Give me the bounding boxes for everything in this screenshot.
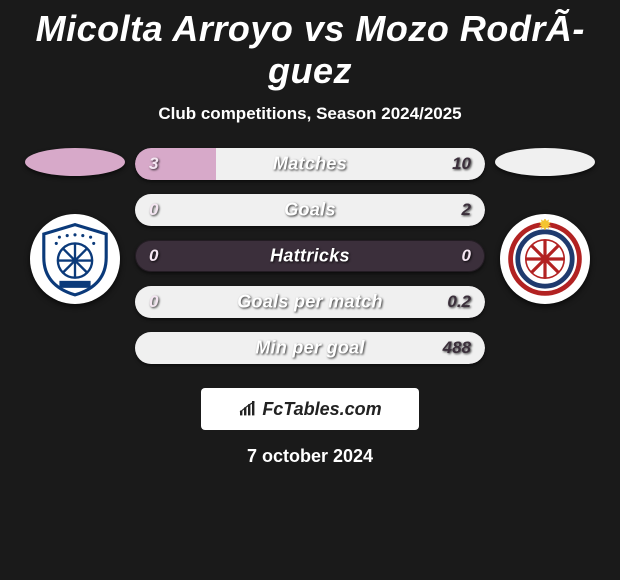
stat-label: Goals (135, 200, 485, 221)
right-column (485, 142, 605, 304)
page-title: Micolta Arroyo vs Mozo RodrÃ­guez (10, 8, 610, 92)
stat-row: Goals0 2 (135, 194, 485, 226)
stats-column: Matches310Goals02Hattricks00Goals per ma… (135, 142, 485, 364)
brand-badge[interactable]: FcTables.com (201, 388, 419, 430)
stat-label: Min per goal (135, 338, 485, 359)
page-subtitle: Club competitions, Season 2024/2025 (158, 104, 461, 124)
stat-value-left: 0 (149, 246, 158, 266)
stat-label: Goals per match (135, 292, 485, 313)
bar-chart-icon (238, 401, 258, 417)
stat-value-left: 0 (149, 292, 158, 312)
stat-value-right: 2 (462, 200, 471, 220)
stat-value-right: 488 (443, 338, 471, 358)
stat-value-right: 10 (452, 154, 471, 174)
stat-label: Matches (135, 154, 485, 175)
root-container: Micolta Arroyo vs Mozo RodrÃ­guez Club c… (0, 0, 620, 467)
club-crest-right-icon (505, 219, 585, 299)
stat-value-right: 0.2 (447, 292, 471, 312)
stat-value-left: 0 (149, 200, 158, 220)
stat-row: Hattricks0 0 (135, 240, 485, 272)
date-label: 7 october 2024 (247, 446, 373, 467)
club-badge-right (500, 214, 590, 304)
main-row: Matches310Goals02Hattricks00Goals per ma… (10, 142, 610, 364)
club-badge-left (30, 214, 120, 304)
club-crest-left-icon (36, 220, 114, 298)
stat-label: Hattricks (135, 246, 485, 267)
left-column (15, 142, 135, 304)
stat-row: Min per goal488 (135, 332, 485, 364)
player-ellipse-left (25, 148, 125, 176)
brand-label: FcTables.com (262, 399, 381, 420)
stat-row: Goals per match0 0.2 (135, 286, 485, 318)
player-ellipse-right (495, 148, 595, 176)
stat-row: Matches3 10 (135, 148, 485, 180)
stat-value-right: 0 (462, 246, 471, 266)
stat-value-left: 3 (149, 154, 158, 174)
